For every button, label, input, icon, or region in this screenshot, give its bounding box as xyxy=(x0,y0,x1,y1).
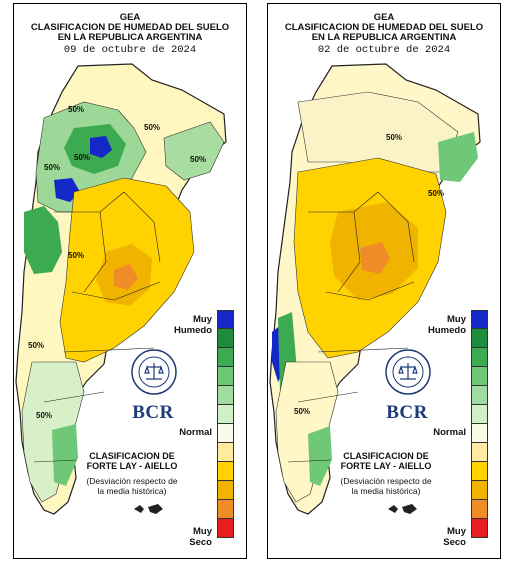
malvinas-islands xyxy=(134,504,163,514)
deviation-line1: (Desviación respecto de xyxy=(86,476,178,486)
legend-swatch xyxy=(217,443,234,462)
legend-swatch xyxy=(471,348,488,367)
malvinas-islands xyxy=(388,504,417,514)
argentina-soil-moisture-map: 50% 50% 50% 50% 50% 50% 50% 50% xyxy=(15,63,227,515)
contour-label: 50% xyxy=(28,341,44,350)
legend-swatch xyxy=(217,310,234,329)
legend-swatch xyxy=(471,367,488,386)
humid-south-zone xyxy=(308,426,332,486)
legend-swatch xyxy=(217,519,234,538)
legend-swatch xyxy=(471,310,488,329)
legend-swatch xyxy=(217,386,234,405)
contour-labels: 50% 50% 50% 50% 50% 50% 50% 50% xyxy=(28,105,206,420)
contour-label: 50% xyxy=(294,407,310,416)
contour-label: 50% xyxy=(144,123,160,132)
legend-swatch xyxy=(471,405,488,424)
legend-swatch xyxy=(471,462,488,481)
bcr-seal-logo xyxy=(131,349,177,395)
legend-swatch xyxy=(471,329,488,348)
driest-spot xyxy=(360,242,390,274)
map-title-line2: EN LA REPUBLICA ARGENTINA xyxy=(311,32,457,43)
map-date: 09 de octubre de 2024 xyxy=(63,44,197,56)
legend-swatch xyxy=(471,424,488,443)
legend-label-very-humid: Muy Humedo xyxy=(428,314,466,336)
map-title-line1: CLASIFICACION DE HUMEDAD DEL SUELO xyxy=(30,22,230,33)
org-label: GEA xyxy=(119,12,141,23)
blue-spot-1 xyxy=(90,136,112,158)
argentina-soil-moisture-map: 50% 50% 50% xyxy=(269,63,481,515)
green-west-band xyxy=(24,206,62,274)
legend-label-very-humid: Muy Humedo xyxy=(174,314,212,336)
legend-swatch xyxy=(217,405,234,424)
legend-label-very-dry: Muy Seco xyxy=(189,526,212,548)
deviation-line1: (Desviación respecto de xyxy=(340,476,432,486)
contour-label: 50% xyxy=(190,155,206,164)
legend-label-normal: Normal xyxy=(179,427,212,438)
legend-swatch xyxy=(471,443,488,462)
map-panel-09-oct: GEA CLASIFICACION DE HUMEDAD DEL SUELO E… xyxy=(13,3,247,559)
province-boundaries xyxy=(33,191,161,463)
map-panel-02-oct: GEA CLASIFICACION DE HUMEDAD DEL SUELO E… xyxy=(267,3,501,559)
contour-labels: 50% 50% 50% xyxy=(294,133,444,416)
classification-line1: CLASIFICACION DE xyxy=(89,451,175,461)
map-title-line2: EN LA REPUBLICA ARGENTINA xyxy=(57,32,203,43)
humid-northeast-zone xyxy=(163,121,225,181)
contour-label: 50% xyxy=(386,133,402,142)
legend-swatch xyxy=(217,367,234,386)
legend-swatch xyxy=(217,500,234,519)
map-title-line1: CLASIFICACION DE HUMEDAD DEL SUELO xyxy=(284,22,484,33)
bcr-seal-logo xyxy=(385,349,431,395)
contour-label: 50% xyxy=(68,105,84,114)
classification-line2: FORTE LAY - AIELLO xyxy=(86,461,178,471)
legend-swatch xyxy=(471,481,488,500)
legend-swatch xyxy=(471,519,488,538)
contour-label: 50% xyxy=(428,189,444,198)
brand-name: BCR xyxy=(132,402,174,423)
deviation-note: (Desviación respecto de la media históri… xyxy=(80,476,184,496)
humid-south-zone xyxy=(52,424,78,486)
driest-spot xyxy=(114,264,138,290)
legend-swatch xyxy=(217,462,234,481)
classification-title: CLASIFICACION DE FORTE LAY - AIELLO xyxy=(334,451,438,471)
deviation-line2: la media histórica) xyxy=(97,486,167,496)
legend-swatch xyxy=(217,329,234,348)
contour-label: 50% xyxy=(68,251,84,260)
legend-swatch xyxy=(217,424,234,443)
classification-line1: CLASIFICACION DE xyxy=(343,451,429,461)
contour-label: 50% xyxy=(74,153,90,162)
color-legend xyxy=(217,310,234,538)
org-label: GEA xyxy=(373,12,395,23)
legend-swatch xyxy=(471,500,488,519)
classification-line2: FORTE LAY - AIELLO xyxy=(340,461,432,471)
province-boundaries xyxy=(287,191,415,463)
color-legend xyxy=(471,310,488,538)
classification-title: CLASIFICACION DE FORTE LAY - AIELLO xyxy=(80,451,184,471)
legend-swatch xyxy=(217,348,234,367)
contour-label: 50% xyxy=(36,411,52,420)
brand-name: BCR xyxy=(386,402,428,423)
legend-label-very-dry: Muy Seco xyxy=(443,526,466,548)
legend-swatch xyxy=(217,481,234,500)
deviation-line2: la media histórica) xyxy=(351,486,421,496)
deviation-note: (Desviación respecto de la media históri… xyxy=(334,476,438,496)
map-date: 02 de octubre de 2024 xyxy=(317,44,451,56)
normal-south-zone xyxy=(275,361,339,503)
humid-northeast-zone xyxy=(438,132,478,182)
legend-label-normal: Normal xyxy=(433,427,466,438)
legend-swatch xyxy=(471,386,488,405)
contour-label: 50% xyxy=(44,163,60,172)
